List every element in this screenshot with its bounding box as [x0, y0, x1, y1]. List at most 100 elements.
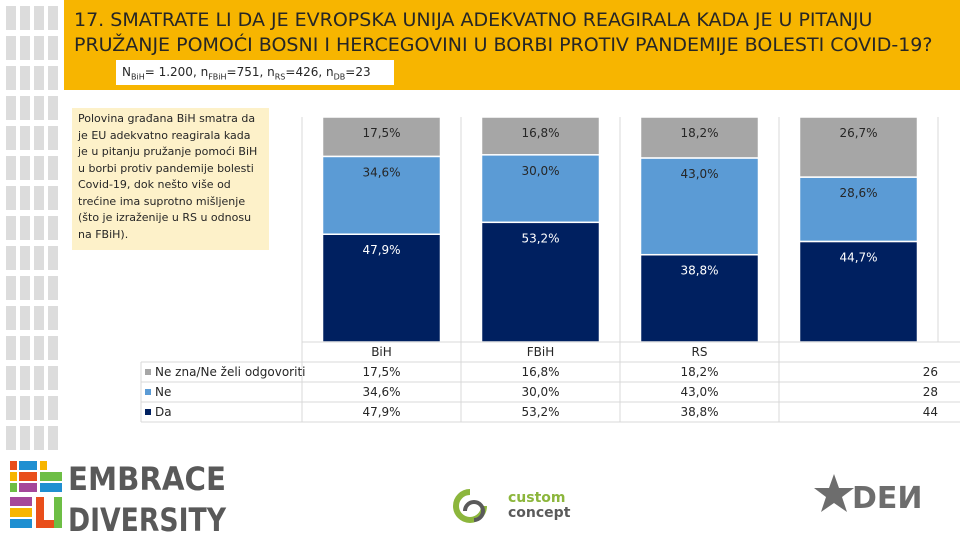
- stripe-block: [6, 216, 16, 240]
- stripe-block: [6, 396, 16, 420]
- bar-bih-1: [321, 155, 442, 235]
- data-label: 43,0%: [680, 167, 718, 181]
- bar-fbih-2: [480, 116, 601, 156]
- stripe-block: [20, 426, 30, 450]
- dei-text: DEИ: [852, 481, 923, 516]
- stripe-block: [20, 246, 30, 270]
- stripe-block: [34, 336, 44, 360]
- stripe-block: [34, 366, 44, 390]
- stripe-block: [20, 336, 30, 360]
- stripe-block: [34, 126, 44, 150]
- stripe-block: [6, 366, 16, 390]
- legend-entry: Da: [155, 405, 172, 419]
- table-cell: 26: [923, 365, 938, 379]
- stripe-block: [6, 96, 16, 120]
- stripe-block: [34, 306, 44, 330]
- stripe-block: [20, 216, 30, 240]
- page-title: 17. SMATRATE LI DA JE EVROPSKA UNIJA ADE…: [74, 9, 933, 56]
- bar-db-2: [798, 116, 919, 178]
- stripe-block: [6, 126, 16, 150]
- tick-label: FBiH: [527, 345, 555, 359]
- stripe-block: [6, 36, 16, 60]
- table-cell: 34,6%: [362, 385, 400, 399]
- stripe-block: [6, 306, 16, 330]
- table-cell: 38,8%: [680, 405, 718, 419]
- eu-stripe-pattern: [6, 6, 58, 450]
- stripe-block: [48, 396, 58, 420]
- stripe-block: [20, 66, 30, 90]
- stripe-block: [48, 126, 58, 150]
- stripe-block: [34, 396, 44, 420]
- stripe-block: [34, 96, 44, 120]
- data-label: 28,6%: [839, 186, 877, 200]
- stripe-block: [48, 246, 58, 270]
- stripe-block: [34, 186, 44, 210]
- stripe-block: [6, 6, 16, 30]
- data-label: 38,8%: [680, 264, 718, 278]
- diversity-text: DIVERSITY: [68, 501, 227, 539]
- data-label: 16,8%: [521, 126, 559, 140]
- bar-db-1: [798, 176, 919, 243]
- legend-key: [145, 389, 151, 395]
- stripe-block: [6, 66, 16, 90]
- data-label: 26,7%: [839, 126, 877, 140]
- table-cell: 30,0%: [521, 385, 559, 399]
- bar-fbih-1: [480, 154, 601, 224]
- stripe-block: [6, 246, 16, 270]
- table-cell: 16,8%: [521, 365, 559, 379]
- tick-label: BiH: [371, 345, 392, 359]
- stripe-block: [48, 216, 58, 240]
- stripe-block: [48, 306, 58, 330]
- custom-text: custom: [508, 490, 566, 506]
- stripe-block: [48, 96, 58, 120]
- legend-key: [145, 409, 151, 415]
- dei-logo: DEИ: [814, 474, 923, 516]
- summary-note: Polovina građana BiH smatra da je EU ade…: [72, 108, 269, 250]
- stripe-block: [34, 6, 44, 30]
- stripe-block: [20, 36, 30, 60]
- stripe-block: [6, 426, 16, 450]
- stripe-block: [34, 216, 44, 240]
- stripe-block: [48, 156, 58, 180]
- table-cell: 18,2%: [680, 365, 718, 379]
- stripe-block: [20, 276, 30, 300]
- stripe-block: [20, 96, 30, 120]
- bar-bih-2: [321, 116, 442, 158]
- stripe-block: [20, 306, 30, 330]
- stripe-block: [20, 156, 30, 180]
- custom-concept-swirl-icon: [453, 489, 487, 523]
- stripe-block: [20, 366, 30, 390]
- concept-text: concept: [508, 505, 571, 521]
- stripe-block: [20, 126, 30, 150]
- stripe-block: [48, 336, 58, 360]
- stripe-block: [20, 186, 30, 210]
- stripe-block: [34, 246, 44, 270]
- embrace-diversity-logo: EMBRACE DIVERSITY: [10, 460, 227, 539]
- table-cell: 53,2%: [521, 405, 559, 419]
- legend-entry: Ne zna/Ne želi odgovoriti: [155, 365, 305, 379]
- embrace-text: EMBRACE: [68, 460, 226, 498]
- table-cell: 17,5%: [362, 365, 400, 379]
- stripe-block: [6, 336, 16, 360]
- table-cell: 44: [923, 405, 938, 419]
- stripe-block: [48, 66, 58, 90]
- bar-fbih-0: [480, 221, 601, 343]
- table-cell: 43,0%: [680, 385, 718, 399]
- custom-concept-logo: custom concept: [453, 489, 571, 523]
- data-label: 34,6%: [362, 165, 400, 179]
- stripe-block: [48, 6, 58, 30]
- data-label: 53,2%: [521, 231, 559, 245]
- data-label: 44,7%: [839, 250, 877, 264]
- table-cell: 28: [923, 385, 938, 399]
- stripe-block: [34, 36, 44, 60]
- stripe-block: [48, 366, 58, 390]
- stripe-block: [34, 426, 44, 450]
- star-icon: [814, 474, 854, 512]
- bieu-mark-icon: [10, 461, 62, 528]
- bar-bih-0: [321, 233, 442, 343]
- stripe-block: [6, 156, 16, 180]
- stripe-block: [6, 276, 16, 300]
- data-label: 30,0%: [521, 164, 559, 178]
- bar-rs-2: [639, 116, 760, 159]
